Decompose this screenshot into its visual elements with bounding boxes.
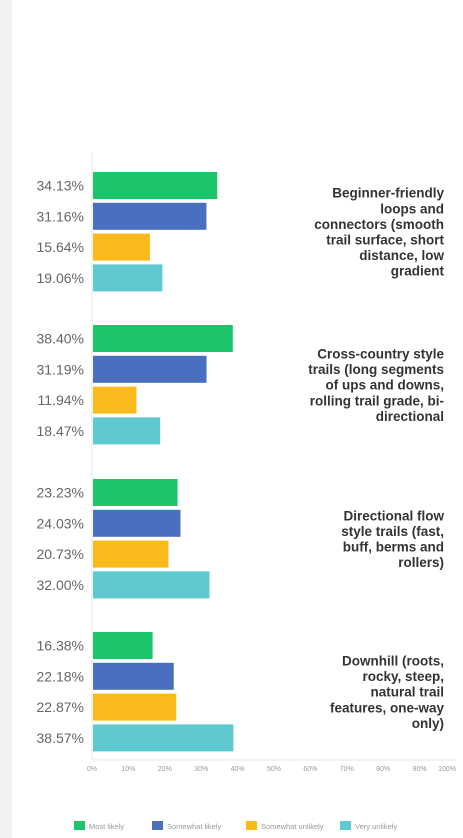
- bar: [93, 172, 218, 199]
- data-label: 15.64%: [37, 239, 84, 255]
- data-label: 31.19%: [37, 361, 84, 377]
- data-label: 32.00%: [37, 577, 84, 593]
- data-label: 22.18%: [37, 668, 84, 684]
- bar: [93, 233, 150, 261]
- left-margin-strip: [0, 0, 12, 838]
- legend-label: Somewhat unlikely: [261, 822, 324, 831]
- category-label: Cross-country style trails (long segments…: [308, 347, 444, 424]
- legend-label: Somewhat likely: [167, 822, 221, 831]
- x-tick-label: 70%: [340, 766, 354, 773]
- category-label-line: rolling trail grade, bi-: [310, 393, 444, 408]
- bar: [93, 724, 234, 752]
- bar: [93, 386, 137, 414]
- category-label-line: natural trail: [370, 685, 444, 700]
- category-label-line: buff, berms and: [343, 540, 444, 555]
- data-label: 11.94%: [38, 392, 84, 408]
- category-label-line: gradient: [391, 264, 445, 279]
- bar: [93, 479, 178, 506]
- data-label: 19.06%: [37, 270, 84, 286]
- legend-swatch: [340, 821, 351, 830]
- category-label-line: Downhill (roots,: [342, 654, 444, 669]
- x-tick-label: 20%: [158, 766, 172, 773]
- legend-swatch: [246, 821, 257, 830]
- x-tick-label: 0%: [87, 766, 97, 773]
- bar: [93, 264, 163, 292]
- x-tick-label: 50%: [267, 766, 281, 773]
- bar: [93, 632, 153, 659]
- legend-label: Most likely: [89, 822, 124, 831]
- legend-swatch: [152, 821, 163, 830]
- category-label: Beginner-friendly loops and connectors (sm…: [314, 186, 444, 279]
- data-label: 16.38%: [37, 638, 84, 654]
- bar: [93, 571, 210, 599]
- category-label-line: directional: [376, 409, 444, 424]
- data-label: 31.16%: [37, 208, 84, 224]
- category-label-line: Directional flow: [343, 508, 444, 523]
- category-label-line: style trails (fast,: [341, 524, 444, 539]
- category-label-line: Cross-country style: [317, 347, 444, 362]
- bar: [93, 693, 177, 721]
- bar: [93, 540, 169, 568]
- x-tick-label: 90%: [413, 766, 427, 773]
- category-label-line: rollers): [398, 555, 444, 570]
- data-label: 18.47%: [37, 423, 84, 439]
- x-tick-label: 60%: [303, 766, 317, 773]
- bar: [93, 202, 207, 230]
- x-tick-label: 10%: [121, 766, 135, 773]
- data-label: 23.23%: [37, 485, 84, 501]
- bar: [93, 355, 207, 383]
- x-tick-label: 100%: [438, 766, 456, 773]
- bar: [93, 509, 181, 537]
- category-label-line: trails (long segments: [308, 362, 444, 377]
- category-label-line: connectors (smooth: [314, 217, 444, 232]
- category-label-line: Beginner-friendly: [332, 186, 444, 201]
- x-tick-label: 80%: [376, 766, 390, 773]
- category-label-line: only): [412, 716, 444, 731]
- legend-label: Very unlikely: [355, 822, 397, 831]
- category-label-line: rocky, steep,: [362, 669, 444, 684]
- x-tick-label: 30%: [194, 766, 208, 773]
- data-label: 38.40%: [37, 331, 84, 347]
- category-label: Downhill (roots, rocky, steep, natural tra…: [330, 654, 445, 731]
- bar: [93, 417, 161, 445]
- data-label: 24.03%: [37, 515, 84, 531]
- category-label-line: features, one-way: [330, 700, 445, 715]
- category-label-line: distance, low: [359, 248, 444, 263]
- category-label-line: of ups and downs,: [326, 378, 445, 393]
- data-label: 22.87%: [37, 699, 84, 715]
- legend-swatch: [74, 821, 85, 830]
- category-label-line: trail surface, short: [326, 233, 444, 248]
- bar: [93, 325, 233, 352]
- data-label: 20.73%: [37, 546, 84, 562]
- data-label: 34.13%: [37, 178, 84, 194]
- category-label-line: loops and: [380, 201, 444, 216]
- x-tick-label: 40%: [231, 766, 245, 773]
- data-label: 38.57%: [37, 730, 84, 746]
- bar: [93, 662, 174, 690]
- category-label: Directional flow style trails (fast, buff,…: [341, 508, 444, 570]
